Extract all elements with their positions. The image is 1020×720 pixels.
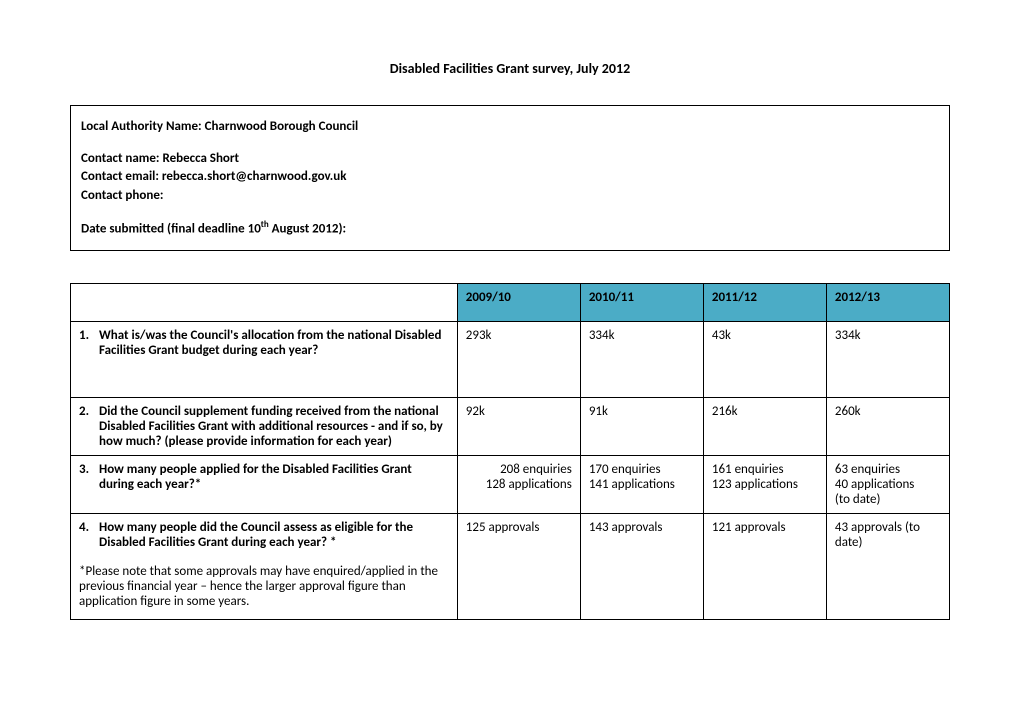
question-cell: 3.How many people applied for the Disabl… <box>71 456 458 514</box>
answer-cell: 143 approvals <box>580 514 703 620</box>
answer-cell: 92k <box>457 398 580 456</box>
contact-phone: Contact phone: <box>81 187 939 205</box>
answer-cell: 43k <box>703 322 826 398</box>
table-row: 3.How many people applied for the Disabl… <box>71 456 950 514</box>
table-row: 2.Did the Council supplement funding rec… <box>71 398 950 456</box>
answer-cell: 208 enquiries 128 applications <box>457 456 580 514</box>
date-submitted: Date submitted (final deadline 10th Augu… <box>81 219 939 239</box>
answer-cell: 63 enquiries 40 applications (to date) <box>826 456 949 514</box>
table-row: 4.How many people did the Council assess… <box>71 514 950 620</box>
question-note: *Please note that some approvals may hav… <box>79 564 449 609</box>
question-cell: 4.How many people did the Council assess… <box>71 514 458 620</box>
header-year-4: 2012/13 <box>826 284 949 322</box>
answer-cell: 170 enquiries 141 applications <box>580 456 703 514</box>
header-year-1: 2009/10 <box>457 284 580 322</box>
authority-line: Local Authority Name: Charnwood Borough … <box>81 118 939 136</box>
answer-cell: 43 approvals (to date) <box>826 514 949 620</box>
question-cell: 2.Did the Council supplement funding rec… <box>71 398 458 456</box>
answer-cell: 334k <box>580 322 703 398</box>
document-title: Disabled Facilities Grant survey, July 2… <box>70 60 950 77</box>
answer-cell: 125 approvals <box>457 514 580 620</box>
answer-cell: 334k <box>826 322 949 398</box>
info-box: Local Authority Name: Charnwood Borough … <box>70 105 950 251</box>
contact-email: Contact email: rebecca.short@charnwood.g… <box>81 168 939 186</box>
survey-table: 2009/10 2010/11 2011/12 2012/13 1.What i… <box>70 283 950 620</box>
header-year-2: 2010/11 <box>580 284 703 322</box>
header-blank <box>71 284 458 322</box>
answer-cell: 216k <box>703 398 826 456</box>
answer-cell: 91k <box>580 398 703 456</box>
header-row: 2009/10 2010/11 2011/12 2012/13 <box>71 284 950 322</box>
contact-name: Contact name: Rebecca Short <box>81 150 939 168</box>
answer-cell: 260k <box>826 398 949 456</box>
header-year-3: 2011/12 <box>703 284 826 322</box>
answer-cell: 161 enquiries 123 applications <box>703 456 826 514</box>
table-row: 1.What is/was the Council's allocation f… <box>71 322 950 398</box>
question-cell: 1.What is/was the Council's allocation f… <box>71 322 458 398</box>
answer-cell: 121 approvals <box>703 514 826 620</box>
answer-cell: 293k <box>457 322 580 398</box>
